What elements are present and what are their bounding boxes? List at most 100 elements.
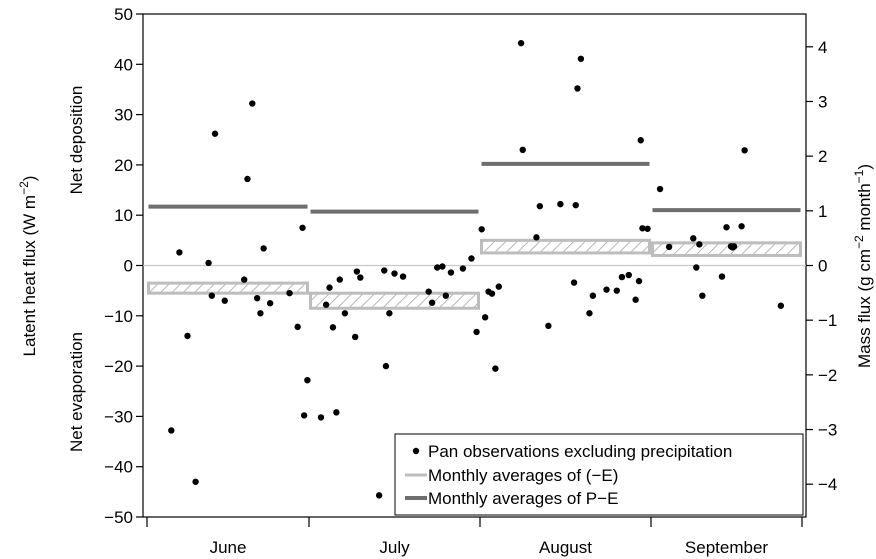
legend-box: [394, 433, 804, 516]
p-minus-e-lines: [148, 161, 801, 214]
legend-entry-minus-e: Monthly averages of (−E): [428, 466, 618, 485]
observation-point: [260, 245, 267, 252]
observation-point: [257, 310, 264, 317]
observation-point: [699, 292, 706, 299]
observation-point: [517, 39, 525, 47]
observation-point: [693, 264, 700, 271]
annotation-net-evaporation: Net evaporation: [67, 332, 86, 452]
observation-point: [572, 201, 579, 209]
observation-point: [577, 55, 585, 62]
x-tick-label: July: [379, 538, 410, 557]
observation-point: [333, 409, 340, 416]
y-right-tick-label: 4: [818, 38, 827, 57]
observation-point: [473, 328, 480, 336]
observation-point: [428, 299, 436, 306]
observation-point: [184, 332, 191, 340]
y-axis-right-title: Mass flux (g cm−2 month−1): [852, 164, 874, 368]
observation-point: [434, 264, 441, 271]
observation-point: [439, 263, 446, 270]
observation-point: [690, 235, 697, 242]
y-left-tick-label: 0: [124, 257, 133, 276]
y-right-tick-label: −2: [818, 366, 837, 385]
observation-point: [478, 226, 485, 233]
observation-point: [326, 284, 333, 291]
observation-point: [253, 294, 261, 302]
observation-point: [603, 286, 610, 293]
annotation-net-deposition: Net deposition: [67, 86, 86, 195]
y-left-tick-label: −40: [104, 458, 133, 477]
observation-point: [481, 314, 489, 321]
x-tick-label: June: [210, 538, 247, 557]
observation-point: [574, 85, 581, 92]
observation-point: [696, 241, 703, 248]
observation-point: [639, 225, 646, 232]
observation-point: [635, 277, 643, 285]
observation-point: [589, 292, 597, 299]
y-left-tick-label: −50: [104, 508, 133, 527]
observation-point: [425, 288, 432, 295]
observation-point: [176, 249, 183, 256]
y-left-tick-label: −20: [104, 357, 133, 376]
observation-point: [386, 310, 393, 317]
observation-point: [294, 323, 301, 331]
x-axis: June July August September: [146, 517, 803, 557]
observation-point: [492, 365, 499, 372]
legend-point-marker: [412, 447, 420, 455]
legend: Pan observations excluding precipitation…: [394, 433, 804, 516]
minus-e-band: [651, 241, 802, 257]
observation-point: [381, 267, 388, 274]
y-left-tick-label: −10: [104, 307, 133, 326]
observation-point: [665, 243, 673, 251]
minus-e-band: [147, 281, 309, 295]
observation-point: [266, 300, 274, 307]
observation-point: [192, 478, 199, 485]
observation-point: [533, 234, 540, 241]
y-axis-left-title: Latent heat flux (W m−2): [17, 176, 39, 357]
left-axis: −50 −40 −30 −20 −10 0 10 20 30 40 50: [104, 5, 143, 527]
right-axis: −4 −3 −2 −1 0 1 2 3 4: [806, 38, 837, 494]
observation-point: [613, 287, 620, 294]
observation-point: [442, 292, 449, 299]
observation-point: [205, 259, 212, 267]
observation-point: [211, 130, 219, 137]
y-right-tick-label: 0: [818, 257, 827, 276]
observation-point: [351, 333, 359, 341]
observation-point: [459, 265, 467, 272]
observation-point: [637, 137, 644, 144]
observation-point: [382, 362, 390, 370]
observation-point: [632, 296, 639, 303]
y-left-tick-label: 30: [114, 106, 133, 125]
observation-point: [208, 292, 215, 299]
observation-point: [249, 100, 256, 107]
minus-e-band: [480, 238, 651, 255]
observation-point: [656, 185, 664, 193]
observation-points: [168, 39, 785, 499]
y-right-tick-label: −4: [818, 475, 837, 494]
observation-point: [519, 146, 526, 154]
y-left-tick-label: −30: [104, 407, 133, 426]
observation-point: [777, 302, 785, 309]
observation-point: [399, 273, 407, 280]
observation-point: [221, 297, 228, 304]
observation-point: [304, 376, 311, 384]
observation-point: [357, 274, 364, 281]
observation-point: [168, 427, 175, 434]
observation-point: [341, 310, 349, 317]
y-left-tick-label: 40: [114, 55, 133, 74]
observation-point: [495, 283, 503, 290]
observation-point: [738, 223, 745, 230]
observation-point: [718, 273, 726, 280]
observation-point: [322, 301, 330, 308]
observation-point: [286, 289, 293, 297]
observation-point: [468, 255, 475, 262]
observation-point: [241, 276, 248, 283]
observation-point: [375, 492, 383, 499]
observation-point: [570, 279, 578, 286]
observation-point: [557, 200, 564, 208]
observation-point: [536, 202, 544, 210]
y-right-tick-label: 1: [818, 202, 827, 221]
y-left-tick-label: 50: [114, 5, 133, 24]
y-left-tick-label: 20: [114, 156, 133, 175]
observation-point: [391, 270, 398, 277]
